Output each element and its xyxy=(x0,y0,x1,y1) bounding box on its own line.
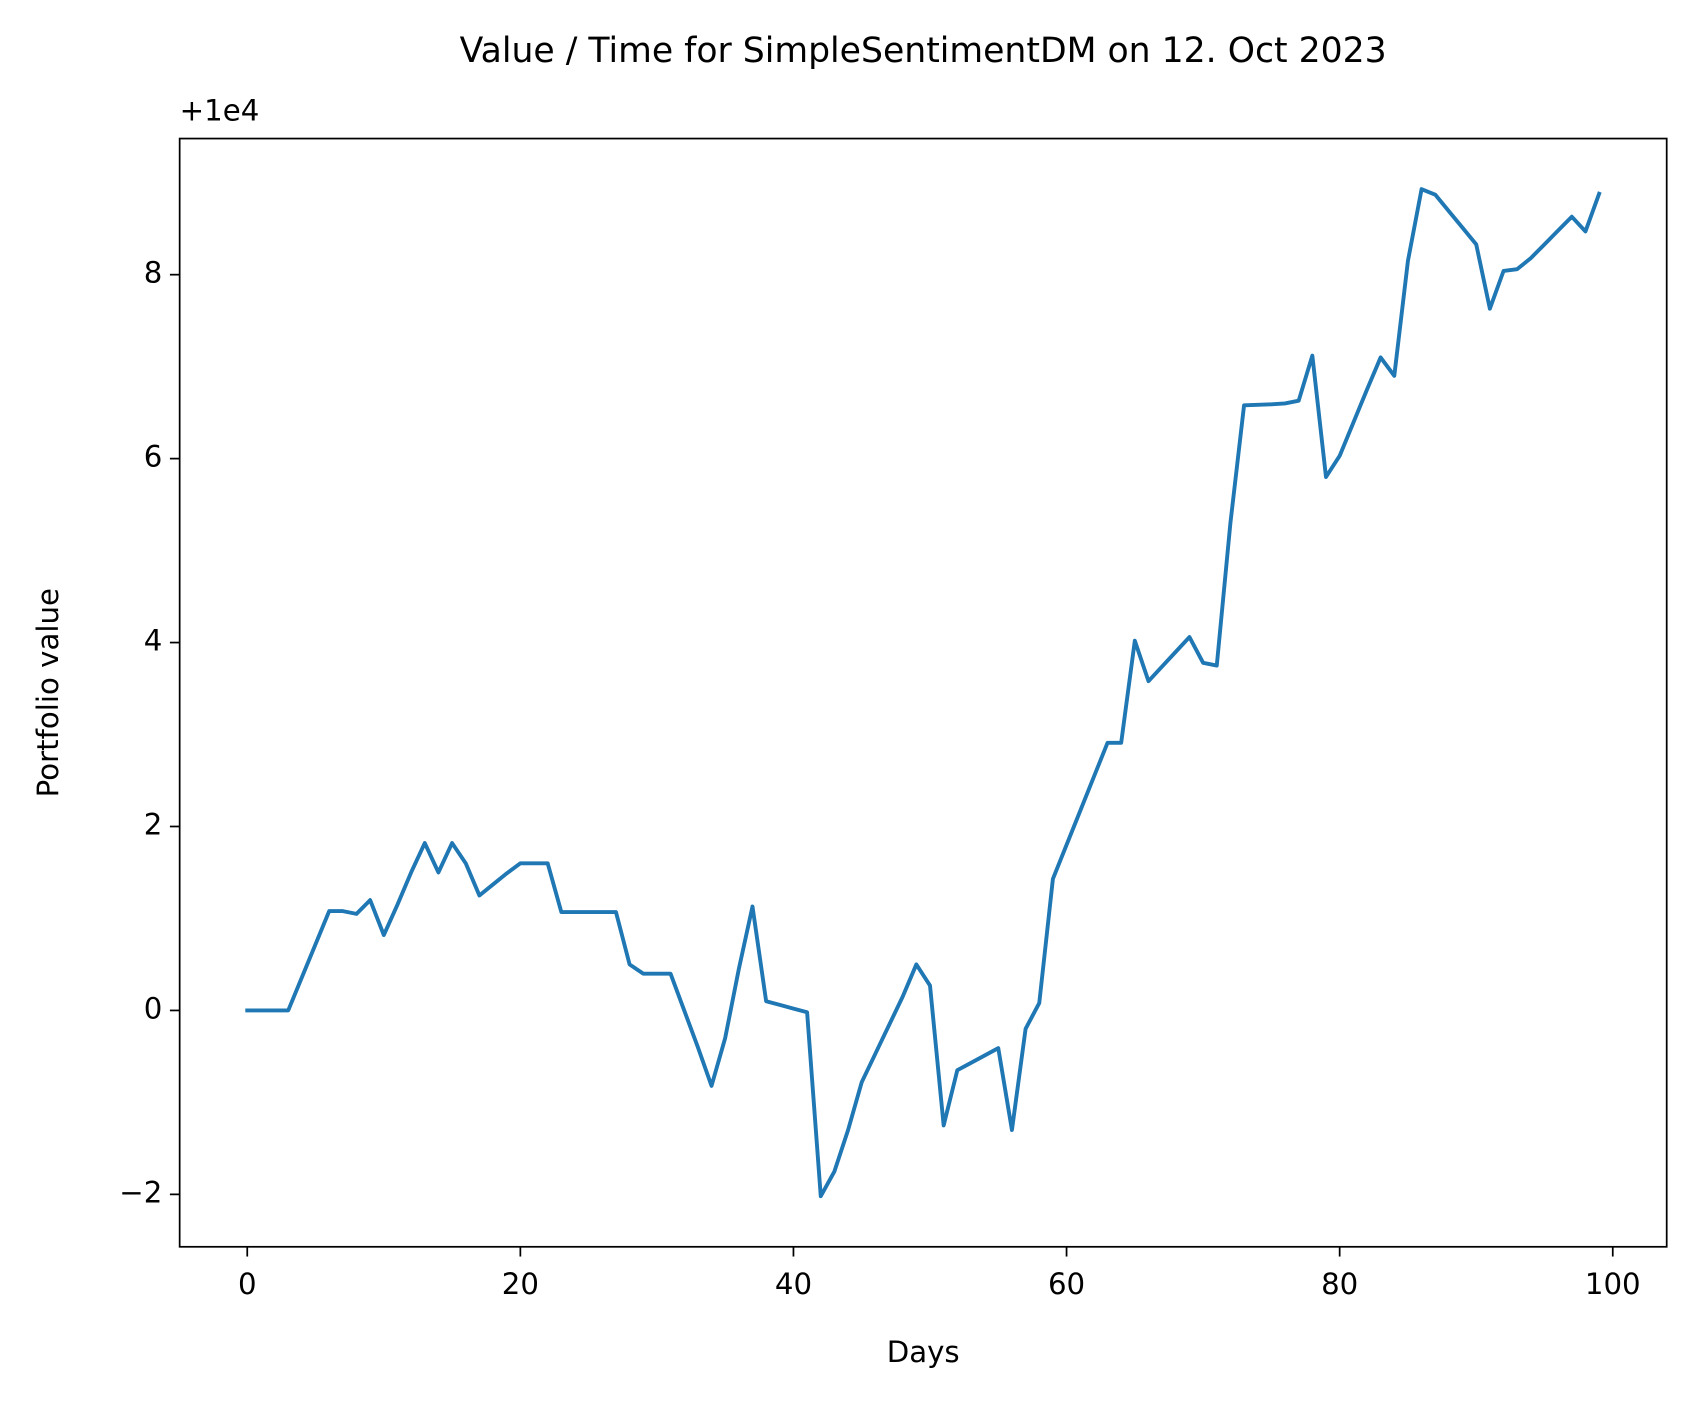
y-tick-label: 8 xyxy=(144,256,163,290)
data-line xyxy=(245,187,1602,1199)
x-tick-label: 0 xyxy=(238,1267,257,1301)
x-tick-label: 60 xyxy=(1048,1267,1085,1301)
chart-title: Value / Time for SimpleSentimentDM on 12… xyxy=(460,31,1387,71)
x-tick-label: 20 xyxy=(502,1267,539,1301)
x-tick-label: 40 xyxy=(775,1267,812,1301)
x-axis-label: Days xyxy=(887,1335,960,1369)
y-tick-label: 0 xyxy=(144,991,163,1025)
y-tick-label: 2 xyxy=(144,807,163,841)
y-tick-label: 6 xyxy=(144,440,163,474)
y-tick-label: 4 xyxy=(144,624,163,658)
y-offset-text: +1e4 xyxy=(180,94,260,128)
x-tick-label: 100 xyxy=(1585,1267,1641,1301)
y-axis-label: Portfolio value xyxy=(31,588,65,797)
y-tick-label: −2 xyxy=(119,1175,162,1209)
plot-frame xyxy=(178,137,1668,1248)
x-tick-label: 80 xyxy=(1321,1267,1358,1301)
